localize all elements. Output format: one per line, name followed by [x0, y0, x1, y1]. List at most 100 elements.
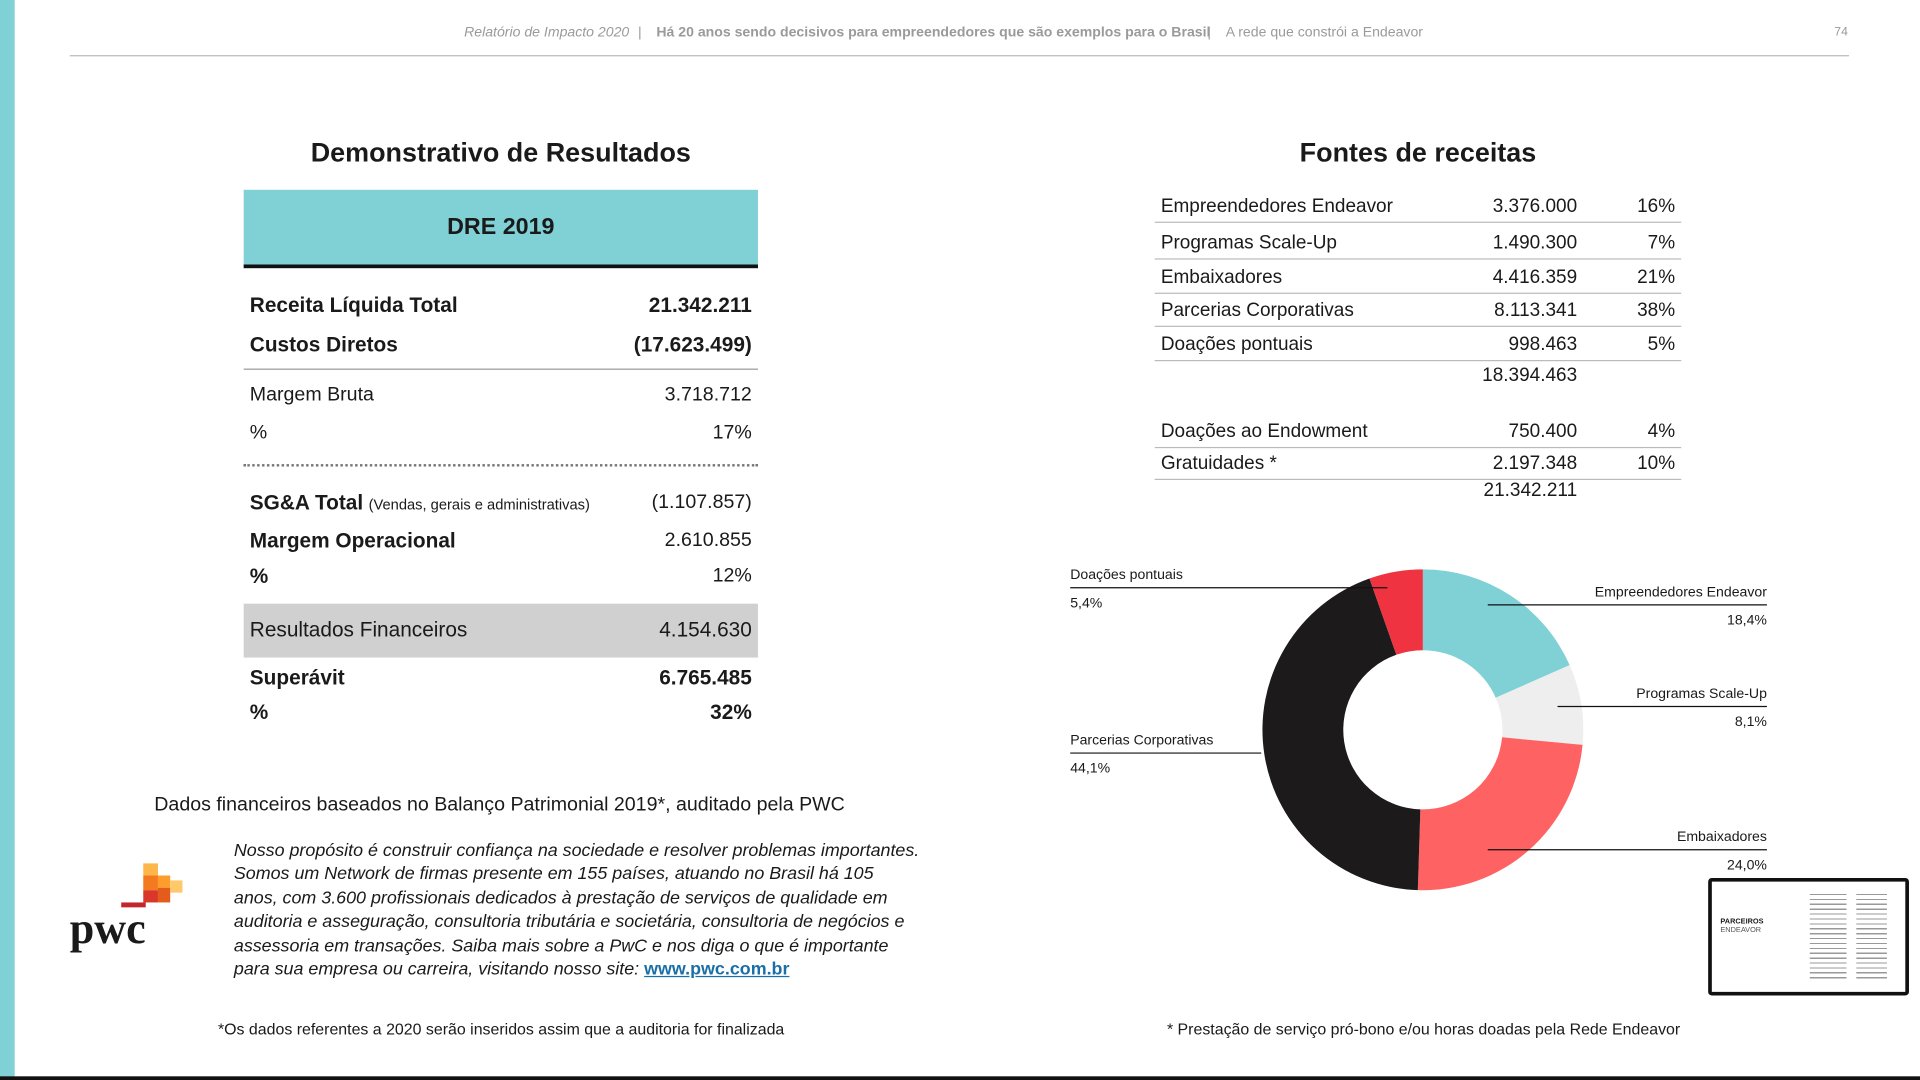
label: SG&A Total (Vendas, gerais e administrat… [250, 491, 590, 515]
header-sep: | [637, 25, 642, 41]
value: 32% [710, 700, 752, 724]
dre-row: Margem Bruta 3.718.712 [244, 381, 758, 410]
slice-value: 24,0% [1727, 856, 1767, 872]
donut-slice [1422, 569, 1570, 698]
share: 5% [1647, 333, 1676, 355]
dre-row: Custos Diretos (17.623.499) [244, 331, 758, 360]
value: 3.718.712 [664, 384, 752, 406]
label-main: SG&A Total [249, 491, 364, 515]
value: (1.107.857) [651, 492, 752, 514]
dre-row: % 17% [244, 419, 758, 448]
fontes-row: Parcerias Corporativas 8.113.341 38% [1154, 295, 1682, 327]
page-number: 74 [1834, 25, 1848, 40]
label: Custos Diretos [249, 333, 398, 357]
share: 4% [1647, 420, 1676, 442]
share: 16% [1637, 195, 1676, 217]
pwc-icon [121, 863, 183, 908]
value: (17.623.499) [633, 333, 752, 357]
subtotal: 18.394.463 [1482, 364, 1578, 386]
dre-row: Superávit 6.765.485 [244, 664, 758, 693]
dre-header: DRE 2019 [243, 189, 758, 269]
auditor-caption: Dados financeiros baseados no Balanço Pa… [154, 794, 845, 816]
value: 21.342.211 [648, 293, 752, 318]
dotted-rule [243, 464, 758, 467]
value: 4.154.630 [659, 618, 752, 642]
donut-slice [1262, 578, 1421, 891]
fontes-row: Programas Scale-Up 1.490.300 7% [1154, 228, 1682, 260]
amount: 8.113.341 [1494, 299, 1578, 321]
thumb-lines [1856, 893, 1887, 980]
footnote-right: * Prestação de serviço pró-bono e/ou hor… [1166, 1020, 1681, 1039]
slice-value: 8,1% [1735, 713, 1768, 729]
footnote-left: *Os dados referentes a 2020 serão inseri… [217, 1020, 785, 1039]
thumb-lines [1809, 893, 1847, 980]
label: Receita Líquida Total [249, 293, 458, 318]
label: Doações ao Endowment [1160, 420, 1368, 442]
slice-label: Doações pontuais [1070, 566, 1183, 582]
label-note: (Vendas, gerais e administrativas) [368, 495, 590, 514]
label: Margem Bruta [249, 384, 374, 406]
value: 12% [712, 565, 752, 587]
rule [243, 368, 758, 370]
dre-row: Margem Operacional 2.610.855 [244, 527, 758, 556]
share: 38% [1637, 299, 1676, 321]
amount: 1.490.300 [1492, 232, 1578, 253]
header-report: Relatório de Impacto 2020 [464, 25, 630, 41]
dre-row: SG&A Total (Vendas, gerais e administrat… [244, 489, 758, 518]
header-rule [69, 55, 1849, 57]
dre-row-highlight: Resultados Financeiros 4.154.630 [243, 603, 758, 658]
dre-row: % 12% [244, 562, 758, 591]
donut-slice [1495, 665, 1584, 745]
label: % [249, 422, 268, 444]
label: Margem Operacional [249, 528, 456, 553]
share: 10% [1637, 452, 1676, 474]
label: Superávit [249, 666, 345, 690]
slice-label: Embaixadores [1677, 828, 1767, 844]
header-tagline: Há 20 anos sendo decisivos para empreend… [656, 25, 1211, 41]
pwc-logo: pwc [69, 903, 146, 953]
thumb-title: PARCEIROS [1720, 918, 1764, 926]
slice-value: 5,4% [1070, 594, 1103, 610]
label: Resultados Financeiros [249, 618, 468, 642]
dre-row: % 32% [244, 698, 758, 727]
fontes-row: Doações pontuais 998.463 5% [1154, 329, 1682, 362]
total: 21.342.211 [1483, 480, 1578, 501]
side-strip [0, 0, 15, 1080]
fontes-title: Fontes de receitas [1299, 137, 1537, 168]
slice-label: Programas Scale-Up [1636, 685, 1767, 701]
label: Gratuidades * [1160, 452, 1277, 474]
amount: 3.376.000 [1492, 195, 1578, 217]
label: % [249, 700, 269, 724]
donut-slice [1369, 569, 1423, 655]
label: Programas Scale-Up [1160, 232, 1337, 253]
value: 6.765.485 [659, 666, 752, 690]
amount: 4.416.359 [1492, 266, 1578, 288]
auditor-text: Nosso propósito é construir confiança na… [234, 840, 920, 983]
amount: 750.400 [1508, 420, 1578, 442]
header-section: A rede que constrói a Endeavor [1225, 25, 1423, 41]
slice-value: 18,4% [1727, 611, 1767, 627]
label: Embaixadores [1160, 266, 1283, 288]
slice-value: 44,1% [1070, 760, 1110, 776]
share: 21% [1637, 266, 1676, 288]
header-sep: | [1207, 25, 1212, 41]
fontes-row: Doações ao Endowment 750.400 4% [1154, 416, 1682, 449]
amount: 998.463 [1508, 333, 1578, 355]
value: 2.610.855 [664, 530, 752, 552]
thumbnail[interactable]: PARCEIROS ENDEAVOR [1708, 877, 1909, 996]
label: % [249, 564, 269, 588]
fontes-row: Gratuidades * 2.197.348 10% [1154, 448, 1682, 481]
label: Parcerias Corporativas [1160, 299, 1354, 321]
label: Doações pontuais [1160, 333, 1313, 355]
fontes-row: Embaixadores 4.416.359 21% [1154, 262, 1682, 294]
auditor-body: Nosso propósito é construir confiança na… [233, 841, 920, 980]
fontes-row: Empreendedores Endeavor 3.376.000 16% [1154, 191, 1682, 223]
value: 17% [712, 422, 752, 444]
amount: 2.197.348 [1492, 452, 1578, 474]
pwc-link[interactable]: www.pwc.com.br [644, 960, 790, 980]
dre-row: Receita Líquida Total 21.342.211 [244, 291, 758, 320]
share: 7% [1647, 232, 1676, 253]
